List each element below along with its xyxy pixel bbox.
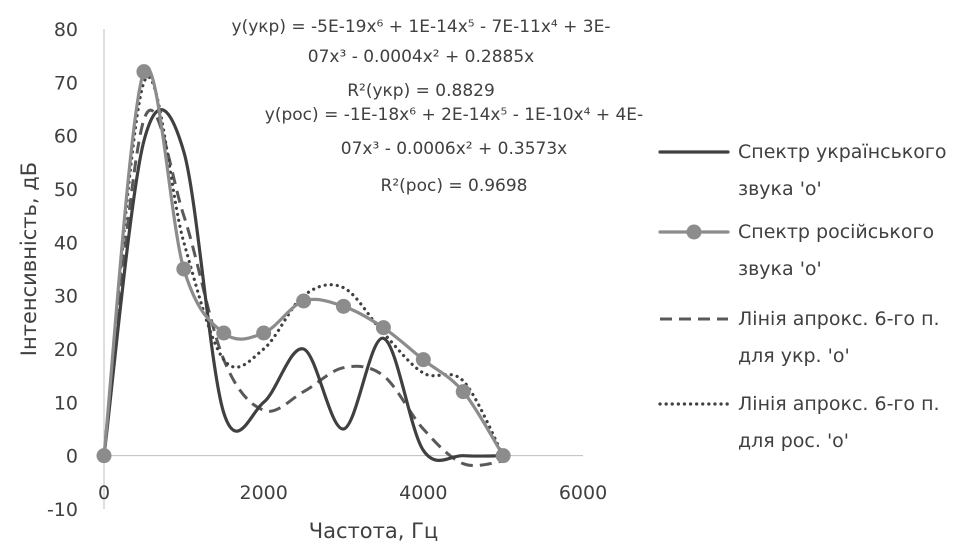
y-tick-label: 0 <box>66 446 78 468</box>
data-point <box>296 293 312 309</box>
y-tick-label: 70 <box>54 72 78 94</box>
x-tick-label: 4000 <box>399 482 447 504</box>
data-point <box>336 298 351 314</box>
legend-label: Лінія апрокс. 6-го п. <box>738 393 940 415</box>
equation-annotations: y(укр) = -5E-19x⁶ + 1E-14x⁵ - 7E-11x⁴ + … <box>232 17 644 196</box>
equation-line: R²(укр) = 0.8829 <box>347 81 495 101</box>
y-tick-label: 10 <box>54 392 78 414</box>
x-tick-label: 2000 <box>239 482 287 504</box>
legend-label: Лінія апрокс. 6-го п. <box>738 308 940 330</box>
legend-label: Спектр російського <box>738 221 934 243</box>
data-point <box>216 325 232 341</box>
y-axis-label: Інтенсивність, дБ <box>17 162 41 356</box>
data-point <box>136 64 152 80</box>
axes <box>103 29 583 509</box>
x-tick-label: 0 <box>98 482 110 504</box>
y-tick-label: 20 <box>54 339 78 361</box>
x-tick-label: 6000 <box>559 482 607 504</box>
data-point <box>495 448 511 464</box>
data-point <box>415 352 431 368</box>
equation-line: 07x³ - 0.0006x² + 0.3573x <box>341 139 567 159</box>
legend-label: для укр. 'о' <box>738 345 850 367</box>
data-point <box>455 384 471 400</box>
tick-labels: -10 0 10 20 30 40 50 60 70 80 0 2000 4000 6000 <box>47 19 607 521</box>
y-tick-label: 80 <box>54 19 78 41</box>
data-point <box>176 261 192 277</box>
data-point <box>96 448 112 464</box>
data-point <box>375 320 391 336</box>
legend-label: звука 'о' <box>738 178 822 200</box>
data-point <box>256 325 272 341</box>
legend-marker <box>686 224 702 240</box>
legend-label: Спектр українського <box>738 141 947 163</box>
series-line-3 <box>102 75 505 458</box>
equation-line: y(укр) = -5E-19x⁶ + 1E-14x⁵ - 7E-11x⁴ + … <box>232 17 611 37</box>
y-tick-label: 50 <box>54 179 78 201</box>
series-line-1 <box>102 66 505 458</box>
legend-label: звука 'о' <box>738 258 822 280</box>
series-line-2 <box>102 108 504 468</box>
y-tick-label: 60 <box>54 126 78 148</box>
legend-label: для рос. 'о' <box>738 430 849 452</box>
series-line-0 <box>102 108 505 462</box>
y-tick-label: -10 <box>47 499 78 521</box>
y-tick-label: 30 <box>54 286 78 308</box>
series-layer <box>96 64 511 468</box>
equation-line: y(рос) = -1E-18x⁶ + 2E-14x⁵ - 1E-10x⁴ + … <box>265 105 643 125</box>
x-axis-label: Частота, Гц <box>309 519 438 543</box>
equation-line: R²(рос) = 0.9698 <box>381 176 528 196</box>
equation-line: 07x³ - 0.0004x² + 0.2885x <box>308 47 534 67</box>
y-tick-label: 40 <box>54 232 78 254</box>
legend: Спектр українського звука 'о' Спектр росій… <box>658 141 947 452</box>
